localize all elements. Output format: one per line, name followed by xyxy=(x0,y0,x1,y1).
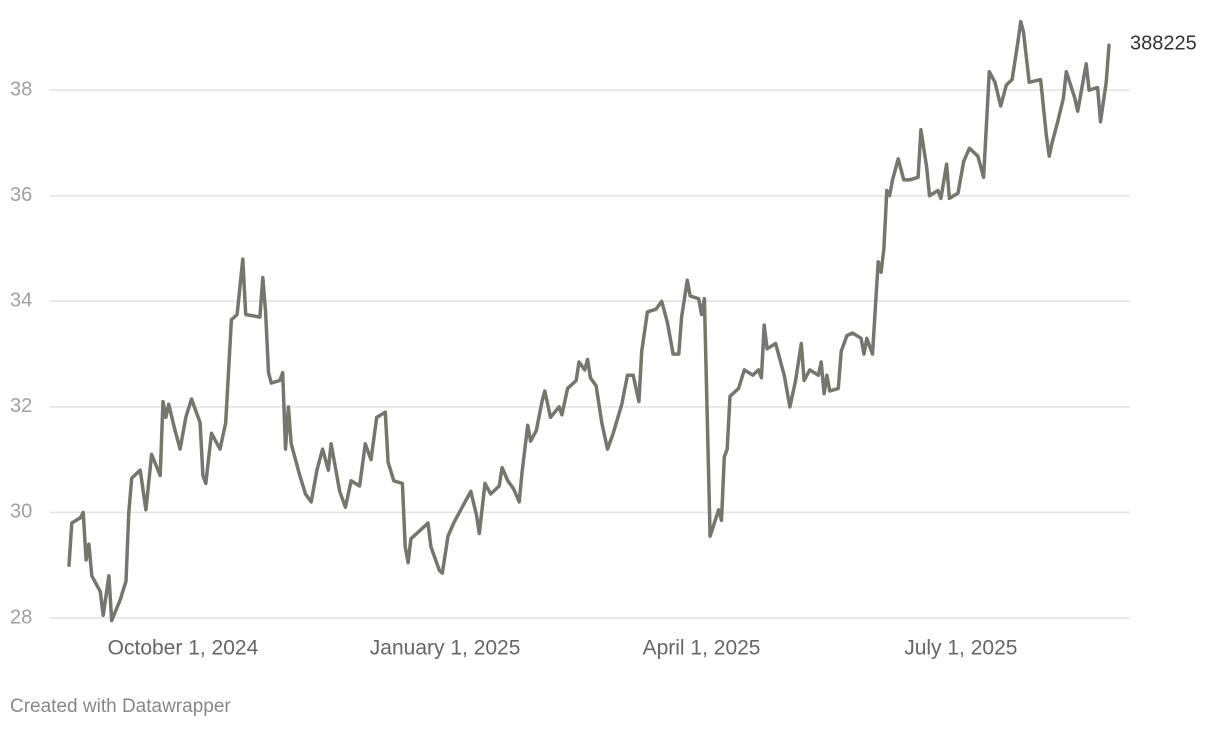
footer: Created with Datawrapper xyxy=(10,696,231,717)
line xyxy=(67,19,1111,623)
y-tick-label: 28 xyxy=(10,606,32,628)
x-tick-label: October 1, 2024 xyxy=(108,637,259,660)
y-tick-label: 36 xyxy=(10,184,32,206)
y-tick-label: 30 xyxy=(10,501,32,523)
y-tick-label: 38 xyxy=(10,78,32,100)
end-label: 388225 xyxy=(1130,32,1197,54)
x-tick-label: July 1, 2025 xyxy=(904,637,1017,660)
x-tick-label: January 1, 2025 xyxy=(370,637,521,660)
y-tick-label: 32 xyxy=(10,395,32,417)
y-tick-label: 34 xyxy=(10,290,32,312)
x-tick-label: April 1, 2025 xyxy=(643,637,761,660)
